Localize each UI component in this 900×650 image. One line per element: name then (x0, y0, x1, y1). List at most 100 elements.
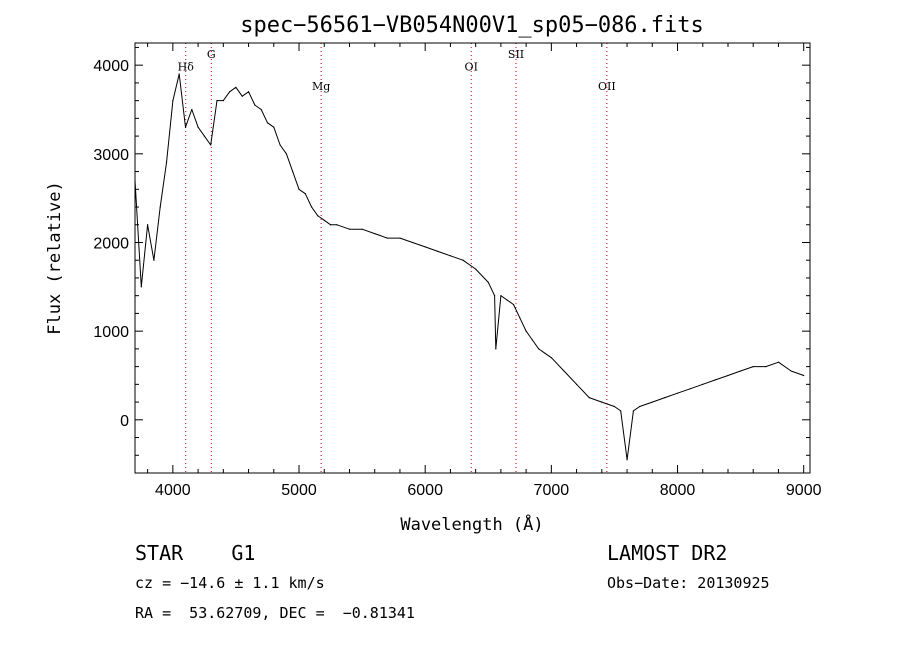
x-tick-label: 7000 (534, 482, 570, 499)
data-point (411, 241, 414, 244)
data-point (279, 144, 281, 146)
data-point (348, 228, 351, 230)
data-point (588, 397, 590, 399)
data-point (740, 370, 742, 372)
data-point (519, 317, 521, 319)
data-point (273, 126, 275, 128)
y-axis-label: Flux (relative) (45, 181, 65, 335)
spectral-line-markers: Hδ G Mg OI SII OII (178, 43, 616, 473)
data-point (165, 162, 168, 164)
data-point (184, 126, 187, 128)
cz-value: cz = −14.6 ± 1.1 km/s (135, 574, 325, 592)
spectral-line-label: SII (508, 48, 524, 61)
data-point (178, 73, 180, 75)
data-point (153, 259, 155, 261)
data-point (336, 224, 338, 226)
spectral-line-label: OI (465, 60, 478, 73)
data-point (254, 104, 256, 106)
data-point (147, 224, 149, 226)
class-label: STAR G1 (135, 541, 256, 565)
data-point (626, 459, 628, 461)
data-point (651, 401, 653, 403)
data-point (563, 370, 565, 372)
data-point (216, 100, 218, 102)
x-tick-label: 9000 (786, 482, 822, 499)
data-point (790, 370, 792, 372)
data-point (260, 108, 262, 111)
data-point (159, 206, 161, 208)
data-point (437, 250, 439, 252)
data-point (544, 352, 546, 354)
data-point (247, 91, 250, 93)
survey-label: LAMOST DR2 (607, 541, 728, 565)
x-tick-label: 4000 (155, 482, 191, 499)
y-tick-label: 1000 (93, 324, 129, 341)
data-point (386, 237, 388, 239)
chart-title: spec−56561−VB054N00V1_sp05−086.fits (240, 13, 704, 38)
data-point (399, 237, 401, 239)
y-tick-label: 2000 (93, 235, 129, 252)
x-axis-label: Wavelength (Å) (400, 513, 543, 535)
data-point (235, 86, 237, 88)
data-point (639, 405, 641, 408)
data-point (475, 268, 477, 270)
y-axis: 0 1000 2000 3000 4000 (93, 46, 810, 456)
data-point (266, 122, 269, 124)
data-point (765, 366, 767, 368)
x-tick-label: 8000 (660, 482, 696, 499)
y-tick-label: 4000 (93, 58, 129, 75)
data-point (676, 392, 679, 394)
spectral-line-label: G (207, 48, 216, 61)
data-point (140, 286, 142, 288)
data-point (493, 295, 496, 297)
data-point (292, 170, 294, 173)
spectral-line-label: Hδ (178, 60, 195, 73)
spectrum-chart: spec−56561−VB054N00V1_sp05−086.fits Hδ G M… (45, 13, 822, 535)
data-point (525, 330, 527, 332)
data-point (229, 91, 231, 93)
x-tick-label: 5000 (281, 482, 317, 499)
data-point (538, 348, 540, 350)
data-point (512, 303, 515, 306)
data-point (241, 95, 243, 97)
data-point (304, 193, 306, 195)
data-point (374, 233, 376, 235)
data-point (752, 366, 754, 368)
data-point (506, 299, 508, 301)
data-point (601, 401, 603, 403)
y-tick-label: 3000 (93, 147, 129, 164)
data-point (203, 135, 205, 137)
coordinates: RA = 53.62709, DEC = −0.81341 (135, 604, 415, 622)
data-point (329, 224, 332, 226)
data-point (172, 100, 174, 102)
data-point (702, 383, 704, 385)
spectral-line-label: Mg (312, 80, 330, 93)
data-point (664, 397, 666, 399)
data-point (285, 153, 288, 155)
data-point (210, 144, 212, 146)
data-point (550, 357, 552, 359)
plot-frame (134, 42, 811, 474)
data-point (317, 215, 319, 217)
data-point (361, 228, 363, 230)
spectrum-series (134, 73, 805, 461)
data-point (531, 339, 534, 341)
data-point (487, 281, 489, 283)
data-point (298, 188, 300, 190)
y-tick-label: 0 (120, 413, 129, 430)
data-point (222, 100, 224, 102)
spectral-line-label: OII (598, 80, 616, 93)
data-point (191, 108, 193, 111)
x-axis: 4000 5000 6000 7000 8000 9000 (147, 43, 822, 499)
data-point (311, 206, 313, 208)
data-point (714, 379, 716, 381)
data-point (613, 405, 616, 408)
data-point (575, 383, 578, 385)
data-point (449, 255, 452, 257)
data-point (803, 374, 805, 377)
data-point (632, 410, 634, 412)
data-point (495, 348, 497, 350)
data-point (777, 361, 780, 363)
obs-date: Obs−Date: 20130925 (607, 574, 770, 592)
data-point (727, 374, 729, 377)
